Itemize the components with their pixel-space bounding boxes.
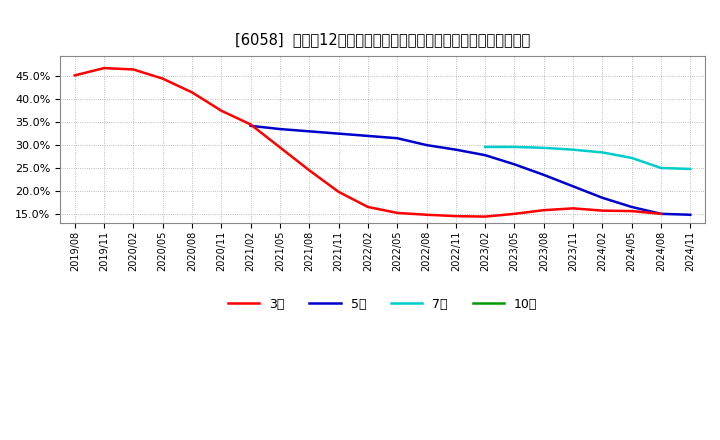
- 3年: [364, 204, 372, 209]
- 3年: [129, 67, 138, 72]
- 3年: [158, 76, 167, 81]
- 3年: [276, 145, 284, 150]
- 5年: [569, 183, 577, 189]
- Line: 3年: 3年: [75, 68, 661, 216]
- 5年: [451, 147, 460, 152]
- 5年: [246, 123, 255, 128]
- 5年: [276, 126, 284, 132]
- 3年: [71, 73, 79, 78]
- 3年: [334, 189, 343, 194]
- 5年: [481, 153, 490, 158]
- Title: [6058]  売上高12か月移動合計の対前年同期増減率の平均値の推移: [6058] 売上高12か月移動合計の対前年同期増減率の平均値の推移: [235, 33, 530, 48]
- 7年: [481, 144, 490, 150]
- 3年: [598, 208, 607, 213]
- Line: 7年: 7年: [485, 147, 690, 169]
- 5年: [657, 211, 665, 216]
- 7年: [657, 165, 665, 171]
- 5年: [393, 136, 402, 141]
- 3年: [188, 90, 197, 95]
- 3年: [100, 66, 109, 71]
- 7年: [686, 166, 695, 172]
- 3年: [569, 205, 577, 211]
- 5年: [627, 204, 636, 209]
- Line: 5年: 5年: [251, 126, 690, 215]
- 3年: [217, 108, 225, 114]
- 3年: [539, 208, 548, 213]
- 7年: [510, 144, 519, 150]
- 7年: [569, 147, 577, 152]
- 5年: [686, 212, 695, 217]
- 5年: [364, 133, 372, 139]
- 3年: [481, 214, 490, 219]
- 3年: [627, 209, 636, 214]
- 3年: [657, 211, 665, 216]
- 3年: [305, 168, 314, 173]
- 3年: [451, 213, 460, 219]
- 7年: [539, 145, 548, 150]
- 5年: [422, 143, 431, 148]
- 5年: [305, 128, 314, 134]
- 5年: [598, 195, 607, 201]
- 7年: [598, 150, 607, 155]
- 5年: [510, 161, 519, 167]
- Legend: 3年, 5年, 7年, 10年: 3年, 5年, 7年, 10年: [222, 293, 542, 316]
- 3年: [246, 122, 255, 127]
- 3年: [510, 211, 519, 216]
- 7年: [627, 155, 636, 161]
- 3年: [422, 212, 431, 217]
- 5年: [334, 131, 343, 136]
- 5年: [539, 172, 548, 177]
- 3年: [393, 210, 402, 216]
